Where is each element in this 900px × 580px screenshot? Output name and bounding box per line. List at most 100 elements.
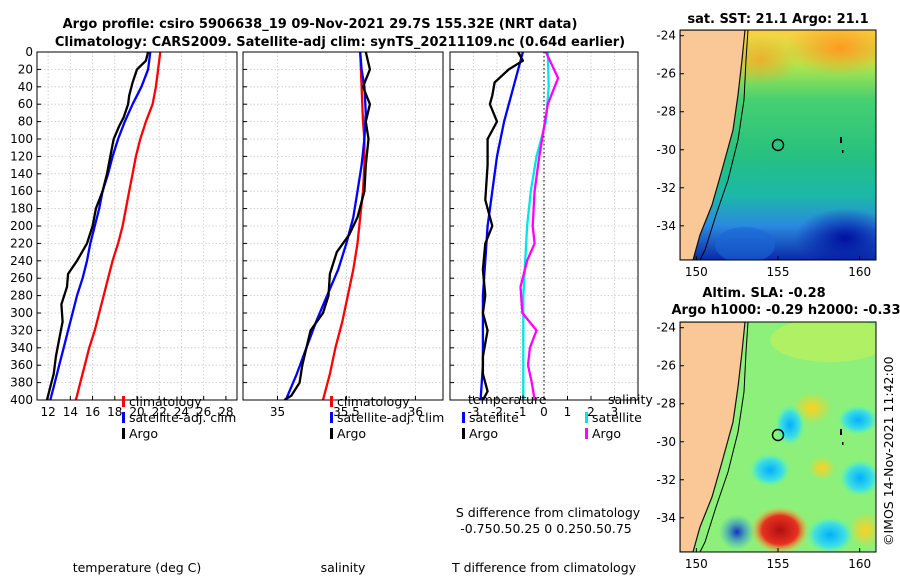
temp-ytick-label: 240 [10,254,33,268]
imos-timestamp: ©IMOS 14-Nov-2021 11:42:00 [881,356,896,546]
diff-xticks-top: -0.750.50.25 0 0.250.50.75 [460,521,632,536]
map-xtick-label: 160 [848,265,871,279]
temp-xtick-label: 24 [174,405,189,419]
temp-ytick-label: 320 [10,323,33,337]
temp-ytick-label: 0 [25,45,33,59]
temp-ytick-label: 100 [10,132,33,146]
temp-xtick-label: 26 [196,405,211,419]
temp-ytick-label: 280 [10,289,33,303]
sla-map-subtitle: Argo h1000: -0.29 h2000: -0.33 [671,303,900,318]
sal-xlabel: salinity [321,560,366,575]
diff-legend-label: Argo [469,426,498,441]
temp-xtick-label: 22 [152,405,167,419]
diff-xtick-label: -2 [491,405,503,419]
map-ytick-label: -32 [656,181,676,195]
map-ytick-label: -26 [656,67,676,81]
map-ytick-label: -34 [656,511,676,525]
temp-ytick-label: 220 [10,236,33,250]
temp-legend-label: satellite-adj. clim [129,410,236,425]
map-xtick-label: 155 [767,265,790,279]
map-xtick-label: 155 [767,557,790,571]
diff-legend-swatch [462,428,465,439]
sst-map: sat. SST: 21.1 Argo: 21.1 150 155 160 -24 -2… [656,12,877,279]
sal-plot-area [243,52,443,400]
temp-xtick-label: 16 [85,405,100,419]
temp-ytick-label: 80 [18,115,33,129]
temp-ytick-label: 60 [18,97,33,111]
title-line1: Argo profile: csiro 5906638_19 09-Nov-20… [63,17,578,32]
temp-series-climatology [74,52,162,400]
temp-ytick-label: 340 [10,341,33,355]
temp-xtick-label: 18 [107,405,122,419]
sst-profile-marker [771,138,785,152]
temp-ytick-label: 360 [10,358,33,372]
difference-panel: -3 -2 -1 0 1 2 3 T difference from climatology t… [449,51,653,575]
diff-xtick-label: -1 [515,405,527,419]
temp-xtick-label: 20 [129,405,144,419]
temp-ytick-label: 260 [10,271,33,285]
sst-isobath [699,30,749,260]
map-ytick-label: -32 [656,473,676,487]
temp-ytick-label: 180 [10,202,33,216]
temp-ytick-label: 140 [10,167,33,181]
map-ytick-label: -34 [656,219,676,233]
diff-legend-heading-salinity: salinity [608,392,653,407]
diff-xlabel-top: S difference from climatology [456,505,641,520]
sla-map-title: Altim. SLA: -0.28 [702,286,825,301]
temp-legend-swatch [122,396,125,407]
diff-plot-area [450,52,638,400]
map-ytick-label: -30 [656,435,676,449]
sal-xtick-label: 35 [270,405,285,419]
map-ytick-label: -28 [656,397,676,411]
temp-legend-swatch [122,428,125,439]
sal-series-group [283,52,372,400]
map-ytick-label: -26 [656,359,676,373]
temp-xtick-label: 12 [40,405,55,419]
map-ytick-label: -30 [656,143,676,157]
temp-xlabel: temperature (deg C) [73,560,202,575]
salinity-panel: 35 35.5 36 salinity climatologysatellite-adj… [242,51,444,575]
map-ytick-label: -24 [656,29,676,43]
sal-series-climatology [321,52,366,400]
temp-legend-label: Argo [129,426,158,441]
diff-xtick-label: 0 [540,405,548,419]
map-xtick-label: 150 [685,557,708,571]
sal-xtick-label: 36 [408,405,423,419]
temp-series-satellite-adj-clim [49,52,152,400]
sal-legend-label: Argo [337,426,366,441]
sal-series-argo [283,52,372,400]
diff-legend-swatch [585,412,588,423]
temp-ytick-label: 160 [10,184,33,198]
temp-series-argo [45,52,150,400]
diff-legend-swatch [585,428,588,439]
sst-map-title: sat. SST: 21.1 Argo: 21.1 [687,12,868,27]
temp-ytick-label: 40 [18,80,33,94]
diff-series-salinity-argo [519,52,560,400]
temp-plot-area [37,52,237,400]
diff-series-group [479,52,560,400]
diff-legend-label: satellite [592,410,642,425]
sst-land-australia [680,30,746,260]
map-xtick-label: 160 [848,557,871,571]
diff-xtick-label: -3 [468,405,480,419]
diff-xlabel: T difference from climatology [451,560,637,575]
diff-legend-heading-temperature: temperature [468,392,547,407]
sal-legend-swatch [330,428,333,439]
temp-xtick-label: 28 [218,405,233,419]
diff-xtick-label: 3 [611,405,619,419]
sal-xtick-label: 35.5 [333,405,360,419]
map-ytick-label: -24 [656,321,676,335]
temp-ytick-label: 200 [10,219,33,233]
sla-isobath [699,322,749,552]
temp-ytick-label: 300 [10,306,33,320]
map-xtick-label: 150 [685,265,708,279]
diff-series-temperature-satellite [479,52,525,400]
diff-legend-label: Argo [592,426,621,441]
temp-series-group [45,52,162,400]
temperature-panel: 12 14 16 18 20 22 24 26 280204060801001201401601… [10,45,238,575]
sal-legend-label: satellite-adj. clim [337,410,444,425]
temp-legend-swatch [122,412,125,423]
sla-map: Altim. SLA: -0.28 Argo h1000: -0.29 h200… [656,286,900,571]
temp-xtick-label: 14 [63,405,78,419]
